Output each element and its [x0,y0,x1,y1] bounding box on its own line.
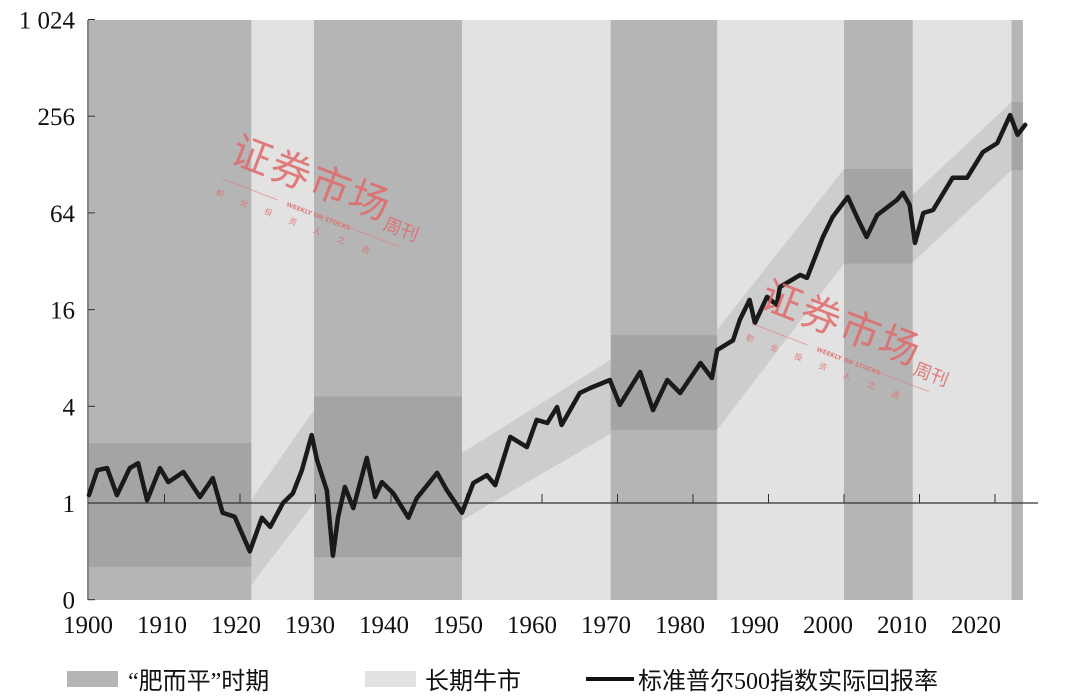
trend-channel [912,101,1012,263]
axes [87,19,1038,601]
y-tick-label: 1 [63,491,76,518]
y-tick-label: 64 [50,201,76,228]
x-tick-label: 1930 [285,612,335,639]
x-tick-label: 2010 [877,612,927,639]
fat-flat-band [844,20,913,600]
y-tick-label: 4 [63,394,76,421]
x-tick-label: 2000 [803,612,853,639]
x-tick-label: 1950 [433,612,483,639]
x-tick-label: 1900 [63,612,113,639]
legend-swatch-bull [365,671,416,687]
x-tick-label: 1970 [581,612,631,639]
series-line [86,112,1028,558]
trend-channel [717,169,844,430]
x-tick-label: 1910 [137,612,187,639]
x-tick-label: 1960 [507,612,557,639]
trend-channel [89,443,252,567]
x-tick-label: 1940 [359,612,409,639]
legend: “肥而平”时期 长期牛市 标准普尔500指数实际回报率 [0,661,1080,695]
x-tick-label: 1920 [211,612,261,639]
y-tick-label: 16 [50,298,75,325]
series [86,112,1028,558]
y-tick-label: 0 [63,588,76,615]
fat-flat-band [1011,20,1023,600]
legend-swatch-line [586,677,634,681]
y-tick-label: 256 [38,104,76,131]
x-tick-label: 2020 [951,612,1001,639]
trend-channel [251,409,314,585]
legend-swatch-fat-flat [67,671,118,687]
legend-label-fat-flat: “肥而平”时期 [128,669,270,695]
legend-label-line: 标准普尔500指数实际回报率 [638,669,938,695]
fat-flat-band [610,20,718,600]
y-tick-label: 1 024 [19,8,76,35]
legend-label-bull: 长期牛市 [425,669,521,695]
x-tick-label: 1980 [655,612,705,639]
x-tick-label: 1990 [729,612,779,639]
trend-channel [313,396,462,558]
